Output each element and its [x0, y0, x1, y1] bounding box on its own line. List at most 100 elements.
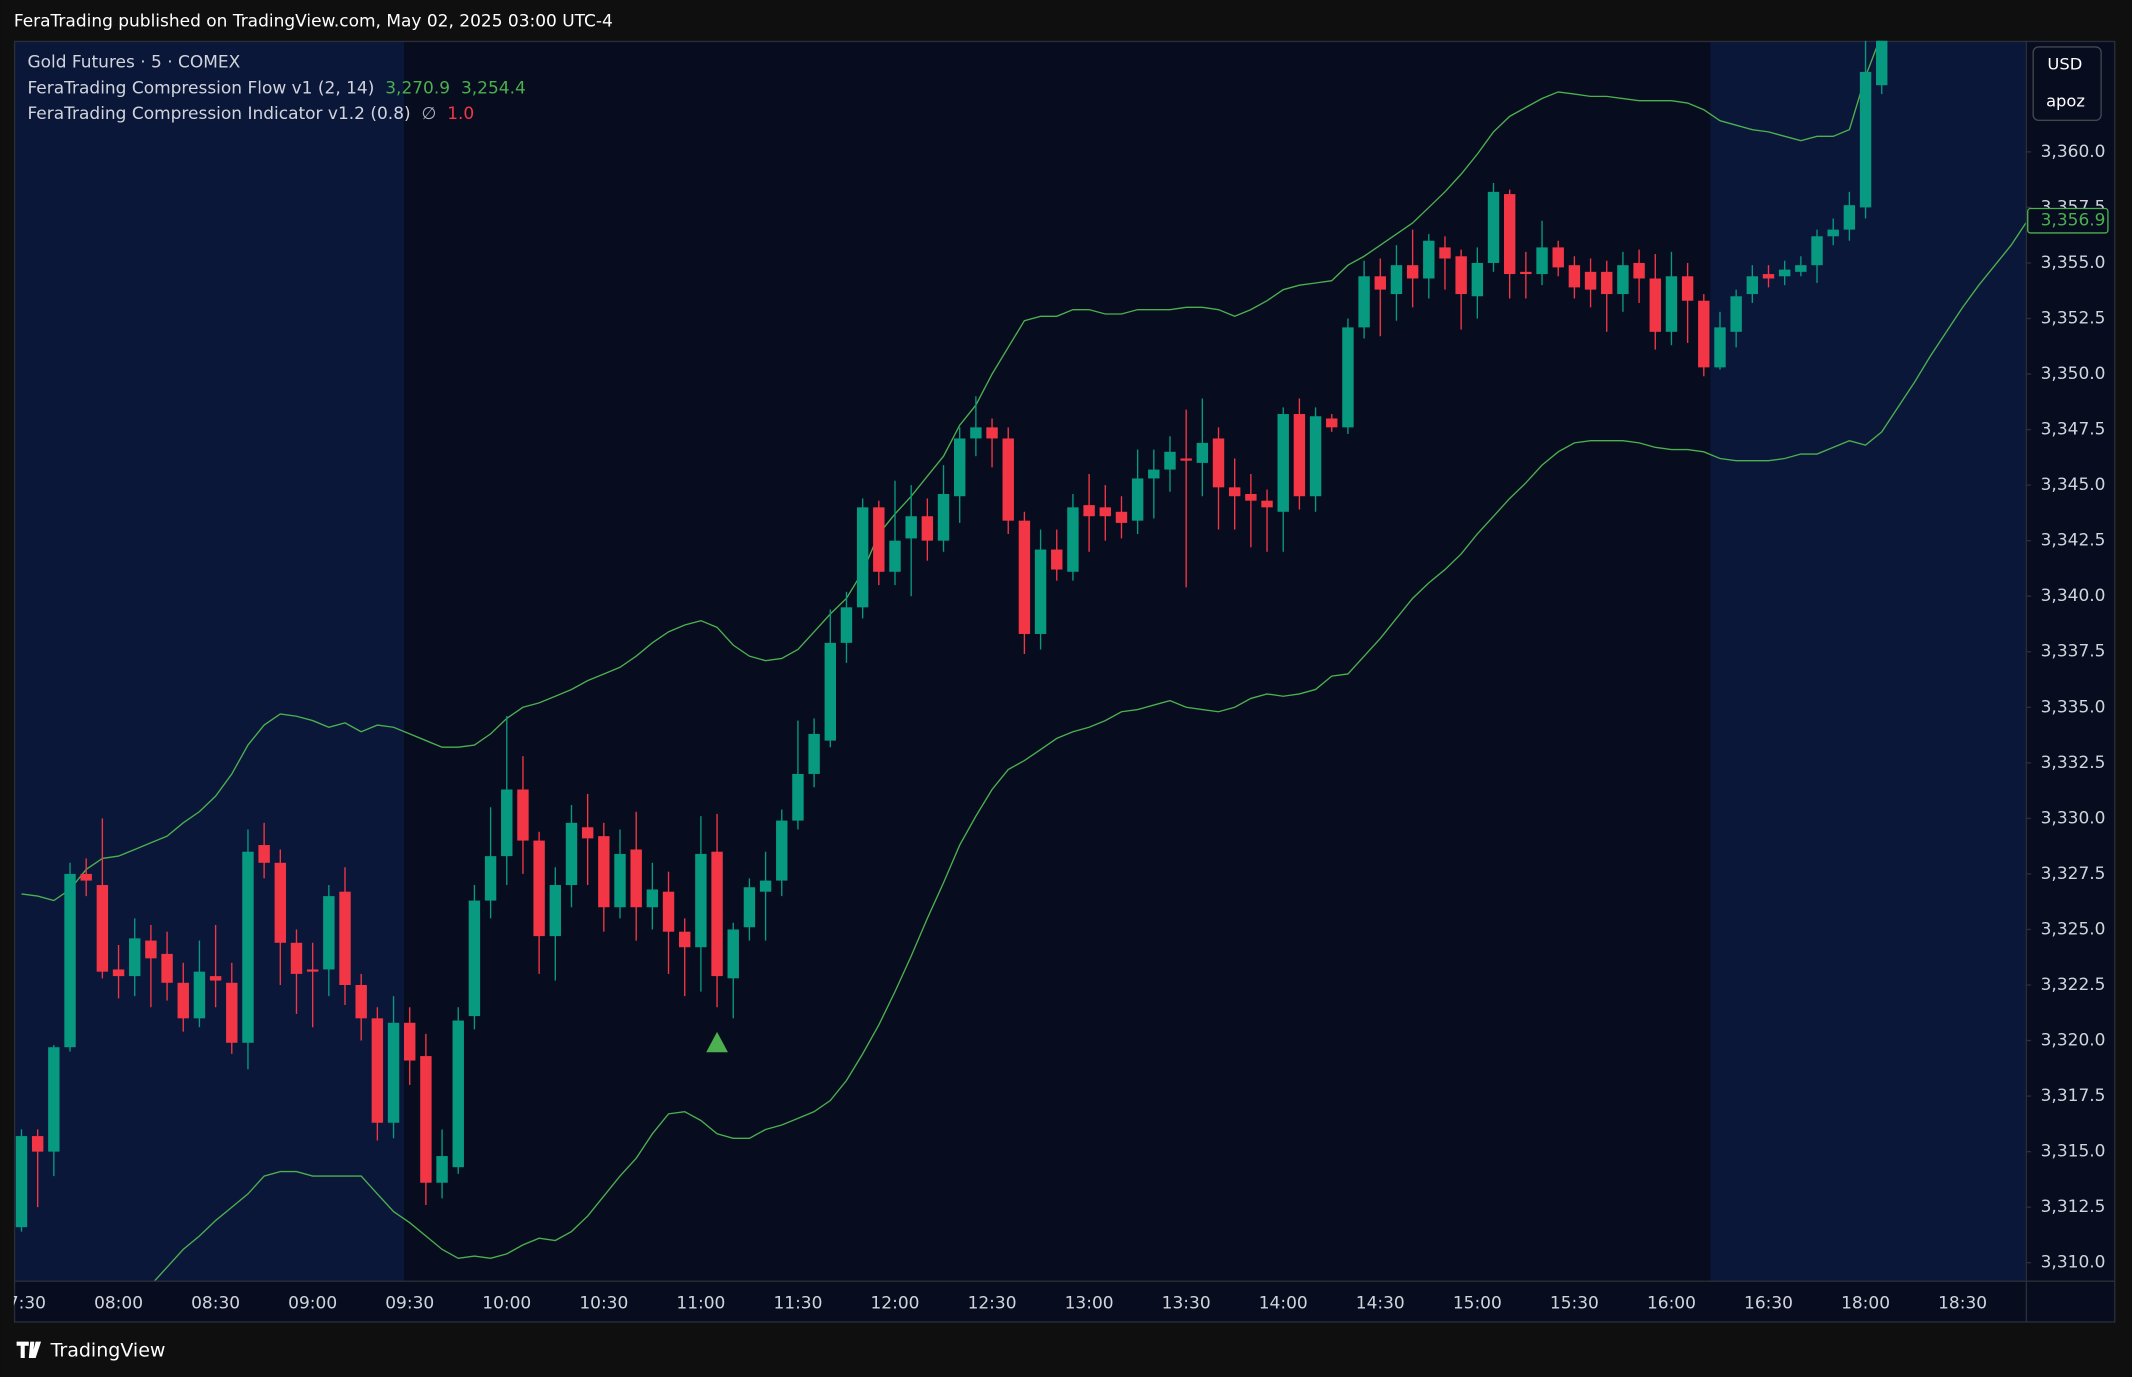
candle-body [1002, 438, 1014, 521]
candle-body [484, 856, 497, 901]
time-labels: 07:30 08:00 08:30 09:00 09:30 10:00 10:30 11:00… [0, 1294, 1987, 1314]
candle-body [96, 885, 109, 972]
candle-body [727, 929, 739, 979]
y-tick-label: 3,342.5 [2041, 531, 2106, 551]
candle-body [420, 1056, 432, 1183]
candle-body [1245, 494, 1257, 501]
candle-body [1406, 265, 1419, 279]
candle-body [1034, 549, 1047, 634]
y-tick-label: 3,352.5 [2041, 308, 2106, 328]
band-line [21, 40, 1880, 902]
candle-body [1051, 549, 1063, 570]
y-tick-label: 3,320.0 [2041, 1031, 2106, 1051]
brand-logo [16, 1341, 42, 1358]
candle-body [290, 942, 303, 974]
candle-body [274, 862, 287, 943]
legend-value: 3,270.9 [385, 78, 450, 98]
x-tick-label: 07:30 [0, 1294, 46, 1314]
x-tick-label: 12:00 [871, 1294, 920, 1314]
candle-body [1698, 300, 1710, 368]
candle-body [662, 891, 675, 932]
legend-indicator: FeraTrading Compression Indicator v1.2 (… [27, 104, 474, 124]
candle-body [1358, 276, 1370, 328]
price-labels: 3,310.0 3,312.5 3,315.0 3,317.5 3,320.0 3,322… [2025, 142, 2109, 1273]
x-tick-label: 12:30 [968, 1294, 1017, 1314]
legend-name: FeraTrading Compression Flow v1 (2, 14) [27, 78, 374, 98]
candle-body [1536, 247, 1548, 275]
currency-box[interactable] [2032, 46, 2102, 121]
candle-body [1601, 271, 1613, 295]
candle-body [1326, 418, 1338, 428]
x-tick-label: 18:30 [1938, 1294, 1987, 1314]
candle-body [630, 849, 642, 908]
x-tick-label: 18:00 [1841, 1294, 1890, 1314]
candle-body [1131, 478, 1144, 521]
candle-body [355, 985, 367, 1019]
candle-body [177, 982, 189, 1019]
candle-body [48, 1047, 60, 1152]
candle-body [824, 642, 837, 741]
candle-body [452, 1020, 464, 1168]
x-tick-label: 08:00 [94, 1294, 143, 1314]
candle-body [1196, 442, 1209, 463]
candle-body [1164, 451, 1176, 470]
candle-body [193, 971, 206, 1019]
candle-body [598, 836, 610, 908]
user[interactable]: apoz [2046, 91, 2085, 110]
candle-body [970, 427, 982, 439]
candle-body [1423, 240, 1435, 279]
candle-body [468, 900, 481, 1017]
x-tick-label: 13:00 [1065, 1294, 1114, 1314]
candle-body [695, 853, 707, 948]
candle-body [1730, 296, 1742, 332]
candle-body [1067, 507, 1079, 572]
x-tick-label: 16:30 [1744, 1294, 1793, 1314]
candle-body [856, 507, 869, 608]
candle-body [161, 953, 173, 983]
x-tick-label: 09:00 [288, 1294, 337, 1314]
candle-body [404, 1022, 416, 1061]
header-title: FeraTrading published on TradingView.com… [14, 12, 613, 32]
candle-body [1390, 265, 1403, 295]
candle-body [1212, 438, 1225, 488]
candle-body [986, 427, 998, 439]
currency[interactable]: USD [2047, 55, 2082, 74]
candle-body [387, 1022, 400, 1123]
candle-body [759, 880, 772, 892]
candle-body [1633, 262, 1645, 279]
y-tick-label: 3,317.5 [2041, 1086, 2106, 1106]
candle-body [1228, 487, 1241, 497]
candle-body [533, 840, 545, 937]
candle-body [112, 969, 125, 977]
y-tick-label: 3,335.0 [2041, 697, 2106, 717]
candle-body [581, 827, 594, 839]
candle-body [1099, 507, 1111, 517]
candle-body [145, 940, 157, 959]
y-tick-label: 3,315.0 [2041, 1142, 2106, 1162]
price-axis [2025, 40, 2116, 1323]
signal-marker [706, 1031, 728, 1053]
candle-body [1083, 505, 1095, 517]
candle-body [1876, 40, 1888, 86]
y-tick-label: 3,327.5 [2041, 864, 2106, 884]
x-tick-label: 15:00 [1453, 1294, 1502, 1314]
x-tick-label: 15:30 [1550, 1294, 1599, 1314]
candle-body [889, 540, 901, 572]
x-tick-label: 11:30 [773, 1294, 822, 1314]
candle-body [776, 820, 788, 881]
x-tick-label: 08:30 [191, 1294, 240, 1314]
candle-body [1795, 265, 1807, 272]
candle-body [711, 851, 723, 977]
plot [15, 40, 2026, 1281]
candle-body [436, 1156, 448, 1183]
x-tick-label: 14:00 [1259, 1294, 1308, 1314]
candle-body [840, 607, 853, 643]
candle-body [953, 438, 966, 497]
candle-body [1180, 458, 1192, 461]
candle-body [1503, 194, 1516, 275]
candle-body [1148, 469, 1160, 479]
candle-body [614, 853, 626, 908]
candle-body [1827, 229, 1839, 237]
candle-body [1552, 247, 1564, 268]
